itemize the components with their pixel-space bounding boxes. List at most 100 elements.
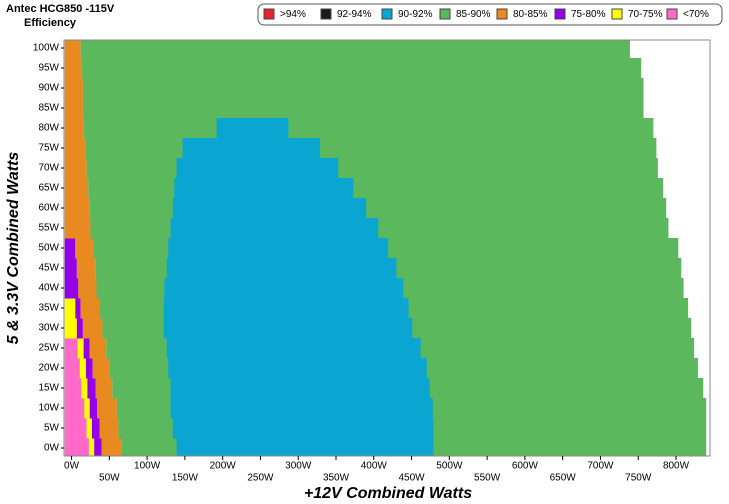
efficiency-segment — [64, 278, 79, 299]
y-tick-label: 50W — [38, 243, 59, 254]
efficiency-segment — [64, 258, 77, 279]
efficiency-segment — [168, 358, 427, 379]
x-tick-label: 300W — [285, 461, 312, 472]
y-tick-label: 80W — [38, 123, 59, 134]
efficiency-segment — [64, 398, 85, 419]
efficiency-segment — [64, 198, 90, 219]
efficiency-segment — [64, 338, 78, 359]
chart-subtitle: Efficiency — [24, 17, 77, 29]
efficiency-segment — [87, 378, 96, 399]
y-tick-label: 0W — [44, 443, 60, 454]
y-tick-label: 10W — [38, 403, 59, 414]
x-tick-label: 200W — [210, 461, 237, 472]
x-tick-label: 500W — [436, 461, 463, 472]
efficiency-segment — [80, 40, 630, 59]
legend-swatch — [320, 8, 332, 20]
efficiency-segment — [95, 378, 113, 399]
efficiency-segment — [163, 298, 409, 319]
efficiency-segment — [176, 158, 339, 179]
efficiency-segment — [64, 158, 87, 179]
efficiency-segment — [174, 178, 354, 199]
efficiency-segment — [182, 138, 321, 159]
efficiency-segment — [81, 378, 88, 399]
efficiency-segment — [64, 58, 82, 79]
y-tick-label: 85W — [38, 103, 59, 114]
legend-swatch — [263, 8, 275, 20]
x-tick-label: 700W — [587, 461, 614, 472]
y-tick-label: 45W — [38, 263, 59, 274]
x-tick-label: 350W — [323, 473, 350, 484]
efficiency-segment — [85, 138, 657, 159]
legend-label: 70-75% — [628, 9, 663, 20]
efficiency-segment — [80, 298, 100, 319]
efficiency-segment — [75, 298, 81, 319]
efficiency-segment — [170, 378, 430, 399]
legend-swatch — [554, 8, 566, 20]
legend-swatch — [381, 8, 393, 20]
efficiency-segment — [64, 318, 77, 339]
efficiency-segment — [64, 218, 91, 239]
efficiency-segment — [168, 238, 389, 259]
x-tick-label: 550W — [474, 473, 501, 484]
efficiency-segment — [88, 438, 95, 456]
efficiency-segment — [85, 358, 93, 379]
efficiency-segment — [78, 278, 97, 299]
efficiency-segment — [64, 78, 83, 99]
efficiency-segment — [97, 398, 117, 419]
legend-label: 92-94% — [337, 9, 372, 20]
y-tick-label: 55W — [38, 223, 59, 234]
x-tick-label: 150W — [172, 473, 199, 484]
legend-label: <70% — [683, 9, 709, 20]
efficiency-segment — [176, 438, 434, 456]
y-axis-title: 5 & 3.3V Combined Watts — [5, 152, 22, 345]
y-tick-label: 40W — [38, 283, 59, 294]
efficiency-segment — [82, 98, 644, 119]
efficiency-segment — [64, 418, 87, 439]
y-tick-label: 15W — [38, 383, 59, 394]
legend-box — [257, 3, 723, 26]
y-tick-label: 30W — [38, 323, 59, 334]
x-tick-label: 250W — [247, 473, 274, 484]
y-tick-label: 5W — [44, 423, 60, 434]
efficiency-segment — [64, 138, 86, 159]
x-axis-title: +12V Combined Watts — [304, 485, 472, 502]
efficiency-segment — [79, 358, 86, 379]
efficiency-segment — [64, 178, 89, 199]
efficiency-segment — [172, 198, 367, 219]
x-tick-label: 600W — [512, 461, 539, 472]
legend-label: 75-80% — [571, 9, 606, 20]
legend-swatch — [611, 8, 623, 20]
efficiency-segment — [81, 58, 642, 79]
efficiency-segment — [76, 318, 83, 339]
efficiency-segment — [92, 358, 110, 379]
y-tick-label: 65W — [38, 183, 59, 194]
legend-swatch — [439, 8, 451, 20]
efficiency-segment — [89, 398, 98, 419]
efficiency-segment — [91, 418, 100, 439]
efficiency-segment — [89, 338, 107, 359]
x-tick-label: 650W — [550, 473, 577, 484]
legend-swatch — [496, 8, 508, 20]
efficiency-segment — [216, 118, 289, 139]
efficiency-segment — [166, 338, 421, 359]
efficiency-segment — [170, 398, 433, 419]
efficiency-segment — [82, 318, 103, 339]
efficiency-segment — [166, 258, 397, 279]
efficiency-segment — [101, 438, 122, 456]
plot-area — [64, 40, 707, 456]
y-tick-label: 100W — [33, 43, 60, 54]
efficiency-segment — [86, 418, 92, 439]
y-tick-label: 90W — [38, 83, 59, 94]
chart-title: Antec HCG850 -115V — [6, 3, 115, 15]
y-tick-label: 20W — [38, 363, 59, 374]
y-tick-label: 35W — [38, 303, 59, 314]
y-tick-label: 25W — [38, 343, 59, 354]
efficiency-segment — [77, 338, 84, 359]
efficiency-segment — [82, 78, 644, 99]
efficiency-segment — [84, 398, 90, 419]
x-tick-label: 400W — [361, 461, 388, 472]
efficiency-segment — [64, 438, 89, 456]
efficiency-segment — [64, 358, 80, 379]
efficiency-segment — [75, 238, 94, 259]
